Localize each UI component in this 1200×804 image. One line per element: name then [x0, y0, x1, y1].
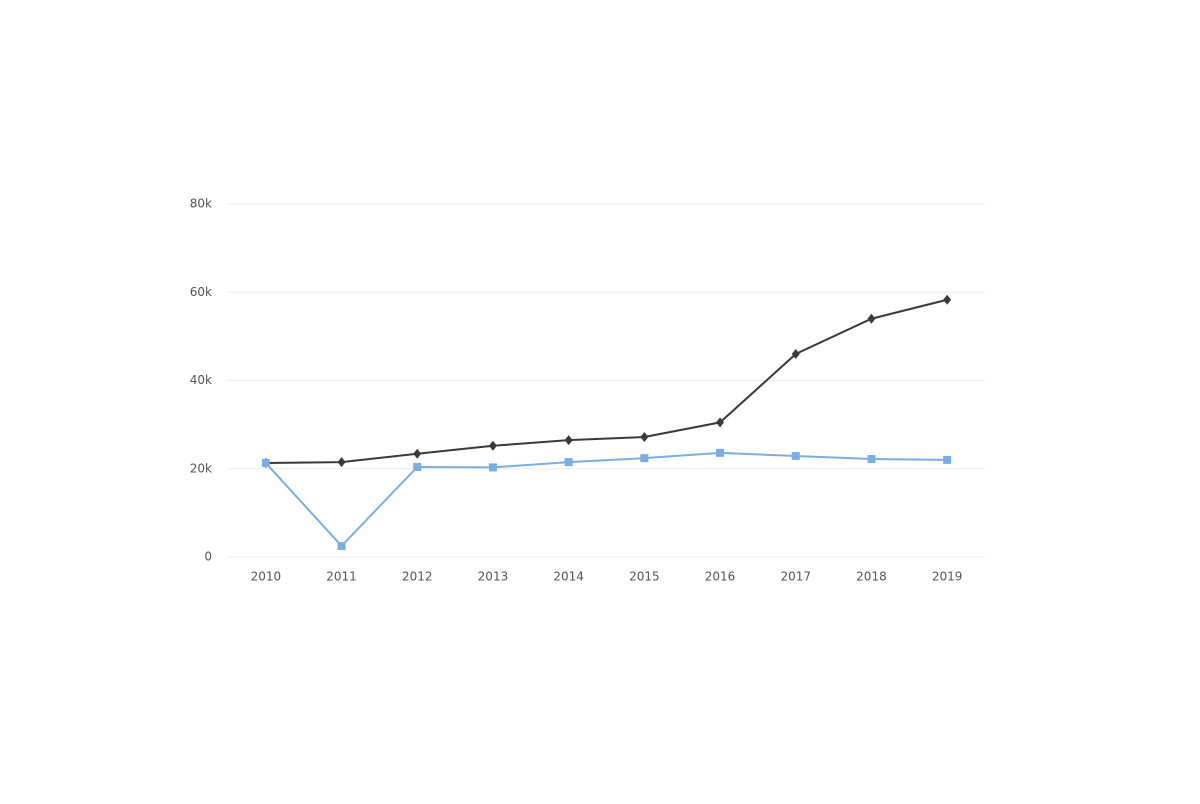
x-tick-label: 2012: [402, 570, 433, 584]
point: [488, 440, 497, 451]
point: [337, 541, 346, 550]
x-tick-label: 2013: [478, 570, 509, 584]
point: [943, 294, 952, 305]
point: [640, 431, 649, 442]
x-tick-label: 2015: [629, 570, 660, 584]
point: [413, 462, 422, 471]
y-tick-label: 60k: [190, 285, 212, 299]
point: [943, 455, 952, 464]
point: [261, 459, 270, 468]
point: [337, 457, 346, 468]
point: [791, 349, 800, 360]
point: [791, 451, 800, 460]
y-tick-label: 20k: [190, 461, 212, 475]
y-tick-label: 0: [204, 550, 212, 564]
point: [867, 313, 876, 324]
x-tick-label: 2018: [856, 570, 887, 584]
point: [867, 455, 876, 464]
point: [640, 454, 649, 463]
x-tick-label: 2011: [326, 570, 357, 584]
point: [564, 435, 573, 446]
x-tick-label: 2016: [705, 570, 736, 584]
point: [488, 463, 497, 472]
point: [564, 458, 573, 467]
x-tick-label: 2014: [553, 570, 584, 584]
x-tick-label: 2010: [251, 570, 282, 584]
x-tick-label: 2019: [932, 570, 963, 584]
y-tick-label: 80k: [190, 197, 212, 211]
x-tick-label: 2017: [780, 570, 811, 584]
point: [716, 448, 725, 457]
point: [413, 448, 422, 459]
series-line: [265, 451, 948, 548]
series-line: [265, 298, 948, 465]
y-tick-label: 40k: [190, 373, 212, 387]
point: [716, 417, 725, 428]
